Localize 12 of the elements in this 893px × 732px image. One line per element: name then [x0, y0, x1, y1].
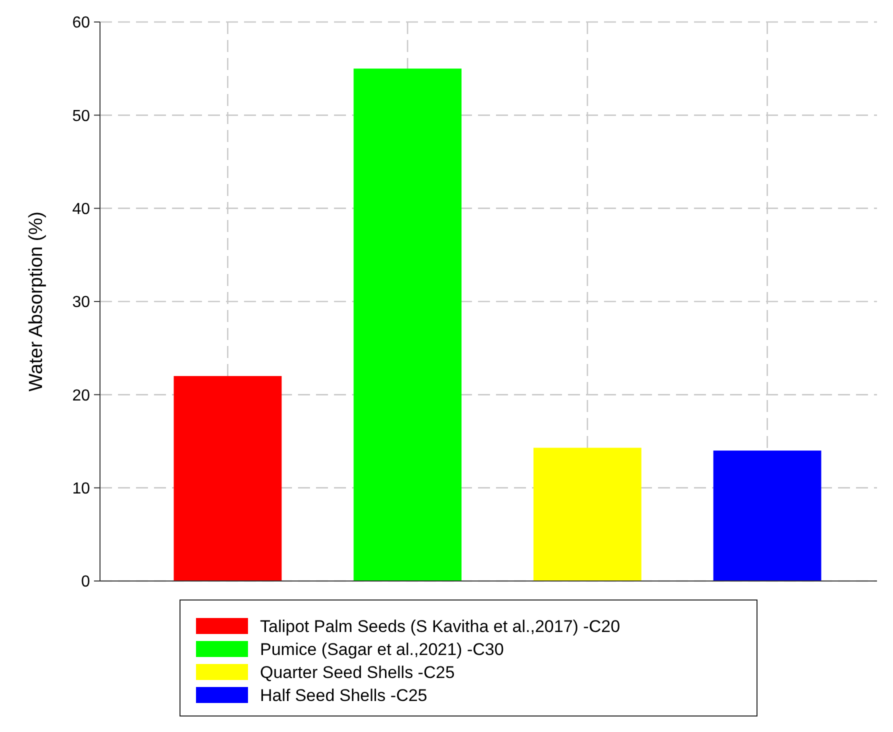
y-tick-label: 60 [72, 14, 90, 32]
legend-label: Talipot Palm Seeds (S Kavitha et al.,2017) -C20 [260, 616, 620, 636]
legend-label: Quarter Seed Shells -C25 [260, 662, 455, 682]
y-tick-label: 0 [81, 574, 90, 591]
y-tick-label: 50 [72, 108, 90, 125]
y-tick-label: 10 [72, 480, 90, 498]
y-axis-title: Water Absorption (%) [26, 212, 47, 392]
legend-label: Pumice (Sagar et al.,2021) -C30 [260, 640, 504, 659]
y-tick-label: 40 [72, 200, 90, 218]
y-tick-label: 20 [72, 387, 90, 404]
legend-label: Half Seed Shells -C25 [260, 686, 428, 705]
y-tick-label: 30 [72, 294, 90, 312]
